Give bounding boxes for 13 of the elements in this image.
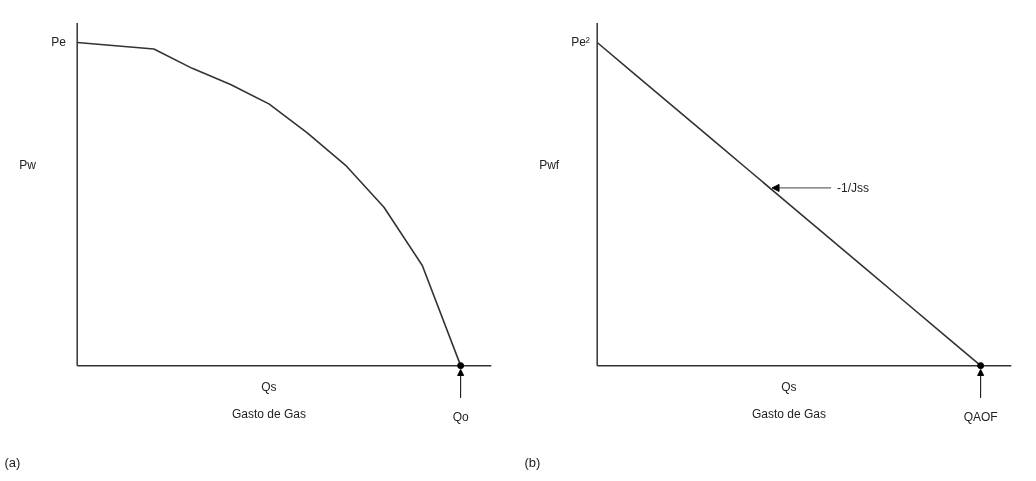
text: (b) [524,454,541,470]
text: Pe² [571,34,590,49]
text: QAOF [963,409,998,424]
text: (a) [4,454,21,470]
x-axis-title: Gasto de Gas [751,406,826,421]
x-axis-title: Gasto de Gas [231,406,306,421]
y-axis-title: Pwf [539,158,560,173]
text: Qs [261,379,277,394]
text: Qs [781,379,797,394]
y-axis-title: Pw [19,158,37,173]
annotation: -1/Jss [837,180,870,195]
text: Pe [51,34,67,49]
text: Qo [452,409,469,424]
